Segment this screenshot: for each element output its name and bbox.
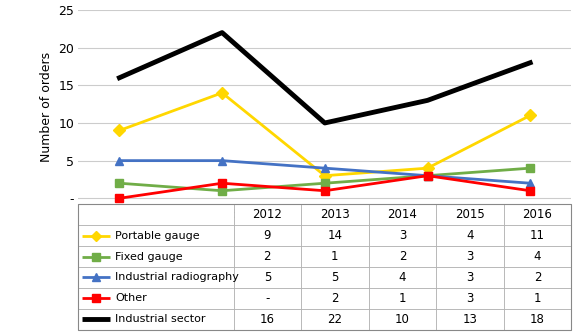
Text: 3: 3: [466, 292, 474, 305]
Bar: [234, 288, 301, 309]
Text: Fixed gauge: Fixed gauge: [115, 251, 183, 261]
Bar: [301, 288, 369, 309]
Text: 18: 18: [530, 313, 545, 326]
Bar: [301, 309, 369, 330]
Bar: [504, 204, 571, 225]
Text: 22: 22: [327, 313, 342, 326]
Bar: [504, 246, 571, 267]
Text: 13: 13: [463, 313, 477, 326]
Bar: [504, 288, 571, 309]
Text: 3: 3: [466, 250, 474, 263]
Bar: [504, 225, 571, 246]
Text: Industrial sector: Industrial sector: [115, 314, 206, 324]
Text: 1: 1: [534, 292, 541, 305]
Bar: [234, 225, 301, 246]
Bar: [78, 267, 234, 288]
Text: 2013: 2013: [320, 208, 350, 221]
Text: 4: 4: [398, 271, 406, 284]
Bar: [234, 309, 301, 330]
Text: -: -: [265, 292, 270, 305]
Bar: [436, 288, 504, 309]
Text: 2: 2: [398, 250, 406, 263]
Bar: [78, 204, 234, 225]
Text: 2016: 2016: [523, 208, 553, 221]
Bar: [369, 225, 436, 246]
Bar: [301, 267, 369, 288]
Bar: [369, 204, 436, 225]
Text: 14: 14: [327, 229, 342, 242]
Bar: [369, 288, 436, 309]
Bar: [301, 225, 369, 246]
Bar: [369, 246, 436, 267]
Text: Other: Other: [115, 293, 147, 303]
Text: 5: 5: [264, 271, 271, 284]
Bar: [301, 204, 369, 225]
Text: 1: 1: [331, 250, 339, 263]
Bar: [78, 309, 234, 330]
Bar: [504, 267, 571, 288]
Bar: [436, 267, 504, 288]
Text: 4: 4: [534, 250, 541, 263]
Bar: [369, 309, 436, 330]
Bar: [436, 204, 504, 225]
Text: 1: 1: [398, 292, 406, 305]
Bar: [234, 267, 301, 288]
Bar: [234, 204, 301, 225]
Bar: [78, 288, 234, 309]
Text: 10: 10: [395, 313, 410, 326]
Text: 2: 2: [331, 292, 339, 305]
Bar: [504, 309, 571, 330]
Text: 3: 3: [466, 271, 474, 284]
Text: 2014: 2014: [387, 208, 418, 221]
Bar: [436, 246, 504, 267]
Bar: [301, 246, 369, 267]
Text: Portable gauge: Portable gauge: [115, 231, 200, 241]
Bar: [436, 225, 504, 246]
Text: 2: 2: [534, 271, 541, 284]
Bar: [78, 246, 234, 267]
Bar: [234, 246, 301, 267]
Text: 2015: 2015: [455, 208, 485, 221]
Text: 2: 2: [264, 250, 271, 263]
Text: 16: 16: [260, 313, 275, 326]
Text: 4: 4: [466, 229, 474, 242]
Text: 3: 3: [399, 229, 406, 242]
Text: 5: 5: [331, 271, 339, 284]
Text: 11: 11: [530, 229, 545, 242]
Y-axis label: Number of orders: Number of orders: [39, 52, 53, 162]
Bar: [78, 225, 234, 246]
Bar: [436, 309, 504, 330]
Text: 2012: 2012: [252, 208, 282, 221]
Bar: [369, 267, 436, 288]
Text: Industrial radiography: Industrial radiography: [115, 272, 239, 282]
Text: 9: 9: [264, 229, 271, 242]
